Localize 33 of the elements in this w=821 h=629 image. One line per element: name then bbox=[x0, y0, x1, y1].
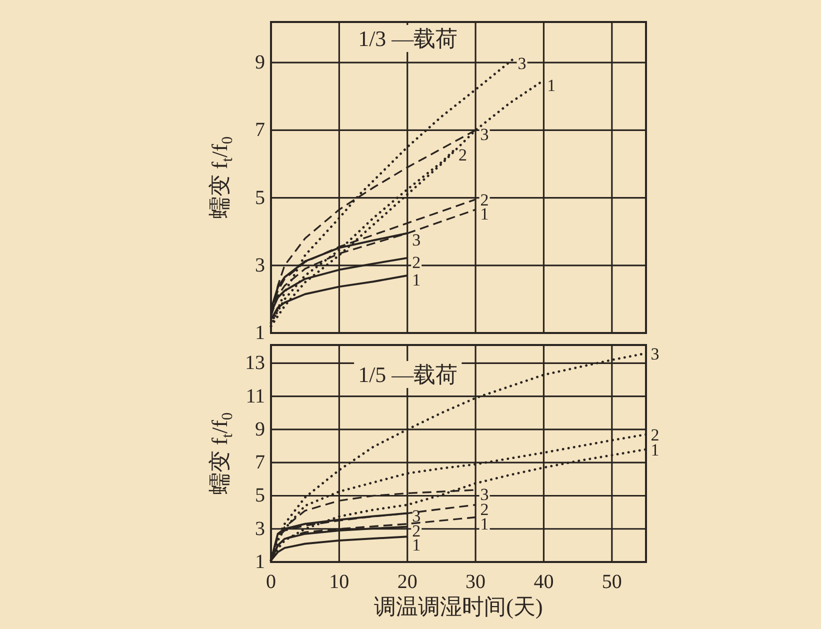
text: 1/5 —载荷 bbox=[358, 362, 458, 387]
y-tick-label: 11 bbox=[246, 385, 265, 408]
y-tick-label: 3 bbox=[255, 254, 265, 276]
x-axis-title: 调温调湿时间(天) bbox=[374, 594, 543, 619]
y-tick-label: 1 bbox=[255, 551, 265, 573]
y-tick-label: 5 bbox=[255, 484, 265, 507]
series-label: 1 bbox=[547, 76, 556, 95]
series-label: 3 bbox=[518, 54, 526, 73]
chart-title: 1/3 —载荷 bbox=[358, 26, 458, 51]
series-label: 3 bbox=[480, 484, 489, 504]
y-tick-label: 1 bbox=[255, 322, 265, 344]
x-tick-label: 50 bbox=[602, 571, 622, 593]
series-label: 1 bbox=[412, 270, 421, 290]
y-tick-label: 13 bbox=[245, 352, 265, 374]
y-tick-label: 3 bbox=[255, 518, 265, 540]
y-tick-label: 7 bbox=[255, 452, 265, 474]
series-label: 3 bbox=[480, 124, 489, 144]
series-label: 3 bbox=[412, 230, 421, 249]
x-tick-label: 40 bbox=[534, 571, 554, 593]
x-tick-label: 10 bbox=[329, 571, 350, 593]
series-label: 3 bbox=[650, 344, 660, 363]
x-tick-label: 30 bbox=[466, 571, 486, 593]
series-label: 2 bbox=[412, 252, 421, 272]
series-label: 2 bbox=[458, 144, 467, 164]
y-tick-label: 5 bbox=[255, 186, 265, 209]
y-tick-label: 7 bbox=[255, 119, 265, 142]
series-label: 1 bbox=[480, 514, 489, 533]
x-tick-label: 20 bbox=[397, 571, 418, 593]
x-tick-label: 0 bbox=[266, 571, 276, 593]
y-tick-label: 9 bbox=[255, 418, 265, 440]
y-tick-label: 9 bbox=[255, 52, 265, 74]
series-label: 2 bbox=[412, 521, 421, 540]
series-label: 2 bbox=[480, 190, 489, 209]
